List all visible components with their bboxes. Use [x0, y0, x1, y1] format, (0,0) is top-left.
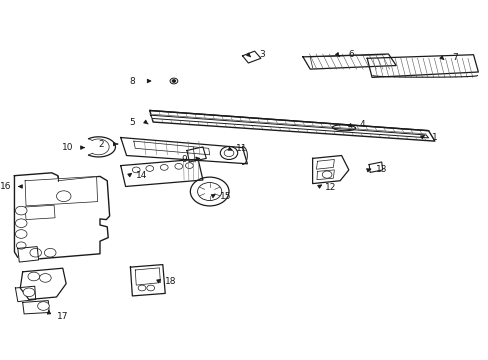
Text: 13: 13 [375, 166, 386, 175]
Polygon shape [18, 247, 39, 262]
Circle shape [170, 78, 178, 84]
Polygon shape [15, 173, 109, 260]
Polygon shape [149, 111, 434, 141]
Text: 14: 14 [136, 171, 147, 180]
Circle shape [40, 274, 51, 282]
Circle shape [17, 242, 26, 249]
Text: 6: 6 [347, 50, 353, 59]
Circle shape [57, 191, 71, 202]
Text: 2: 2 [99, 140, 104, 149]
Polygon shape [22, 301, 49, 314]
Polygon shape [121, 159, 203, 186]
Circle shape [197, 183, 222, 201]
Text: 5: 5 [129, 118, 135, 127]
Circle shape [23, 288, 35, 297]
Circle shape [28, 272, 40, 281]
Circle shape [322, 171, 331, 178]
Text: 1: 1 [431, 133, 437, 142]
Polygon shape [25, 176, 98, 206]
Circle shape [160, 165, 168, 170]
Circle shape [224, 149, 233, 157]
Circle shape [44, 248, 56, 257]
Circle shape [145, 166, 153, 171]
Circle shape [16, 206, 27, 215]
Polygon shape [134, 141, 209, 155]
Circle shape [172, 80, 176, 82]
Text: 4: 4 [359, 120, 365, 129]
Text: 16: 16 [0, 182, 12, 191]
Polygon shape [366, 55, 477, 77]
Text: 9: 9 [182, 155, 187, 163]
Circle shape [138, 285, 145, 291]
Polygon shape [303, 54, 395, 69]
Text: 7: 7 [451, 53, 457, 62]
Text: 12: 12 [324, 184, 335, 193]
Polygon shape [25, 205, 55, 220]
Polygon shape [186, 147, 206, 162]
Text: 10: 10 [61, 143, 73, 152]
Circle shape [38, 302, 49, 310]
Circle shape [175, 163, 182, 169]
Text: 3: 3 [259, 50, 264, 59]
Text: 17: 17 [57, 312, 68, 321]
Circle shape [16, 219, 27, 228]
Polygon shape [368, 162, 382, 172]
Polygon shape [242, 51, 261, 63]
Text: 15: 15 [220, 192, 231, 201]
Polygon shape [135, 268, 160, 285]
Circle shape [132, 167, 140, 173]
Polygon shape [20, 268, 66, 300]
Polygon shape [150, 115, 427, 138]
Circle shape [16, 230, 27, 238]
Polygon shape [130, 265, 165, 296]
Polygon shape [121, 138, 247, 164]
Circle shape [30, 248, 41, 257]
Circle shape [190, 177, 228, 206]
Text: 8: 8 [129, 77, 135, 86]
Circle shape [185, 163, 193, 168]
Text: 18: 18 [165, 277, 176, 286]
Polygon shape [316, 170, 334, 180]
Circle shape [146, 285, 154, 291]
Polygon shape [316, 159, 334, 169]
Polygon shape [16, 286, 36, 302]
Polygon shape [312, 156, 348, 184]
Circle shape [220, 147, 237, 159]
Text: 11: 11 [235, 144, 247, 153]
